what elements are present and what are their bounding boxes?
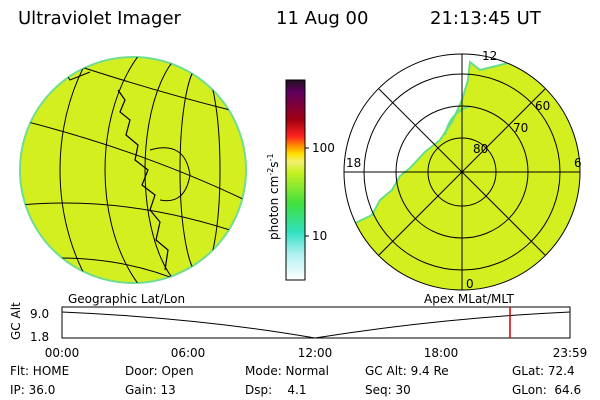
- label-part: -1: [266, 153, 275, 161]
- timeline-y-tick: 1.8: [30, 330, 49, 344]
- status-field: Gain: 13: [125, 383, 176, 397]
- colorbar-tick-label: 100: [312, 141, 335, 155]
- status-field: Door: Open: [125, 364, 194, 378]
- globe-image: [19, 56, 247, 284]
- timeline-y-label: GC Alt: [9, 302, 23, 340]
- color-bar: [285, 79, 306, 281]
- timeline-frame: [61, 306, 571, 339]
- timeline-x-tick: 18:00: [424, 346, 459, 360]
- colorbar-tick-label: 10: [312, 229, 327, 243]
- mlt-label: 18: [346, 156, 361, 170]
- status-field: Seq: 30: [365, 383, 411, 397]
- date: 11 Aug 00: [276, 8, 368, 29]
- timeline-x-tick: 00:00: [45, 346, 80, 360]
- mlat-label: 80: [473, 142, 488, 156]
- label-part: -2: [266, 168, 275, 176]
- status-field: GLat: 72.4: [512, 364, 575, 378]
- polar-plot: 12 18 6 0 80 70 60: [343, 49, 582, 291]
- timeline-x-tick: 06:00: [171, 346, 206, 360]
- status-field: Flt: HOME: [10, 364, 69, 378]
- timeline-x-tick: 23:59: [553, 346, 588, 360]
- altitude-curve: [61, 311, 571, 339]
- mlat-label: 60: [535, 99, 550, 113]
- status-field: IP: 36.0: [10, 383, 55, 397]
- label-part: photon cm: [267, 176, 281, 240]
- title: Ultraviolet Imager: [18, 8, 182, 29]
- mlt-label: 0: [466, 277, 474, 291]
- status-block: Flt: HOME Door: Open Mode: Normal GC Alt: 9…: [10, 364, 581, 397]
- status-field: GC Alt: 9.4 Re: [365, 364, 449, 378]
- timeline-left-title: Geographic Lat/Lon: [68, 292, 185, 306]
- status-field: Mode: Normal: [245, 364, 329, 378]
- mlat-label: 70: [513, 121, 528, 135]
- mlt-label: 12: [482, 49, 497, 63]
- label-part: s: [267, 161, 281, 167]
- timeline-y-tick: 9.0: [30, 307, 49, 321]
- status-field: Dsp: 4.1: [245, 383, 307, 397]
- status-field: GLon: 64.6: [512, 383, 581, 397]
- timeline-right-title: Apex MLat/MLT: [424, 292, 514, 306]
- time: 21:13:45 UT: [430, 8, 542, 29]
- colorbar-label: photon cm-2s-1: [266, 153, 281, 240]
- timeline-x-tick: 12:00: [298, 346, 333, 360]
- mlt-label: 6: [574, 156, 582, 170]
